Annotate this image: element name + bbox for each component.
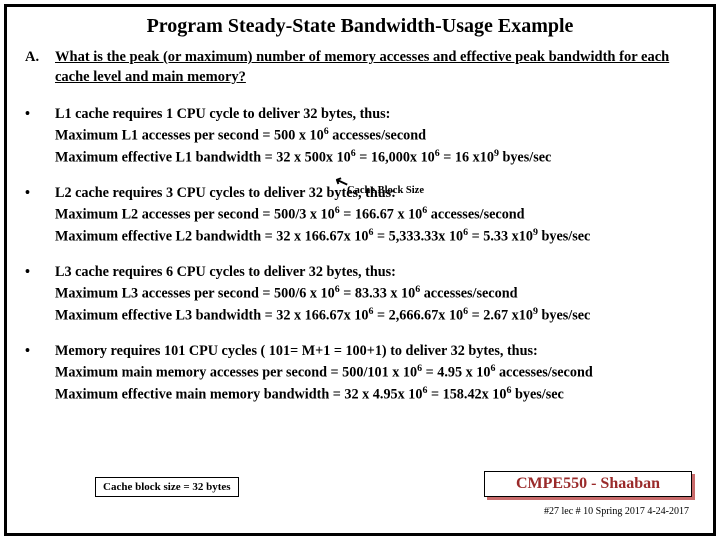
bullet-text: L3 cache requires 6 CPU cycles to delive… xyxy=(55,263,695,326)
course-box: CMPE550 - Shaaban xyxy=(484,471,692,497)
slide-title: Program Steady-State Bandwidth-Usage Exa… xyxy=(25,15,695,38)
cache-block-note: Cache block size = 32 bytes xyxy=(95,477,239,497)
bullet-item: • L1 cache requires 1 CPU cycle to deliv… xyxy=(25,105,695,168)
question-label: A. xyxy=(25,48,55,87)
bullet-mark: • xyxy=(25,342,55,405)
bullet-mark: • xyxy=(25,263,55,326)
bullet-item: • Memory requires 101 CPU cycles ( 101= … xyxy=(25,342,695,405)
annotation-label: Cache Block Size xyxy=(347,185,424,196)
bullet-item: • L3 cache requires 6 CPU cycles to deli… xyxy=(25,263,695,326)
bullet-text: L1 cache requires 1 CPU cycle to deliver… xyxy=(55,105,695,168)
footer-text: #27 lec # 10 Spring 2017 4-24-2017 xyxy=(544,506,689,517)
slide-page: Program Steady-State Bandwidth-Usage Exa… xyxy=(4,4,716,536)
question-text: What is the peak (or maximum) number of … xyxy=(55,48,695,87)
bullet-text: Memory requires 101 CPU cycles ( 101= M+… xyxy=(55,342,695,405)
bullet-mark: • xyxy=(25,105,55,168)
bullet-mark: • xyxy=(25,184,55,247)
question-row: A. What is the peak (or maximum) number … xyxy=(25,48,695,87)
